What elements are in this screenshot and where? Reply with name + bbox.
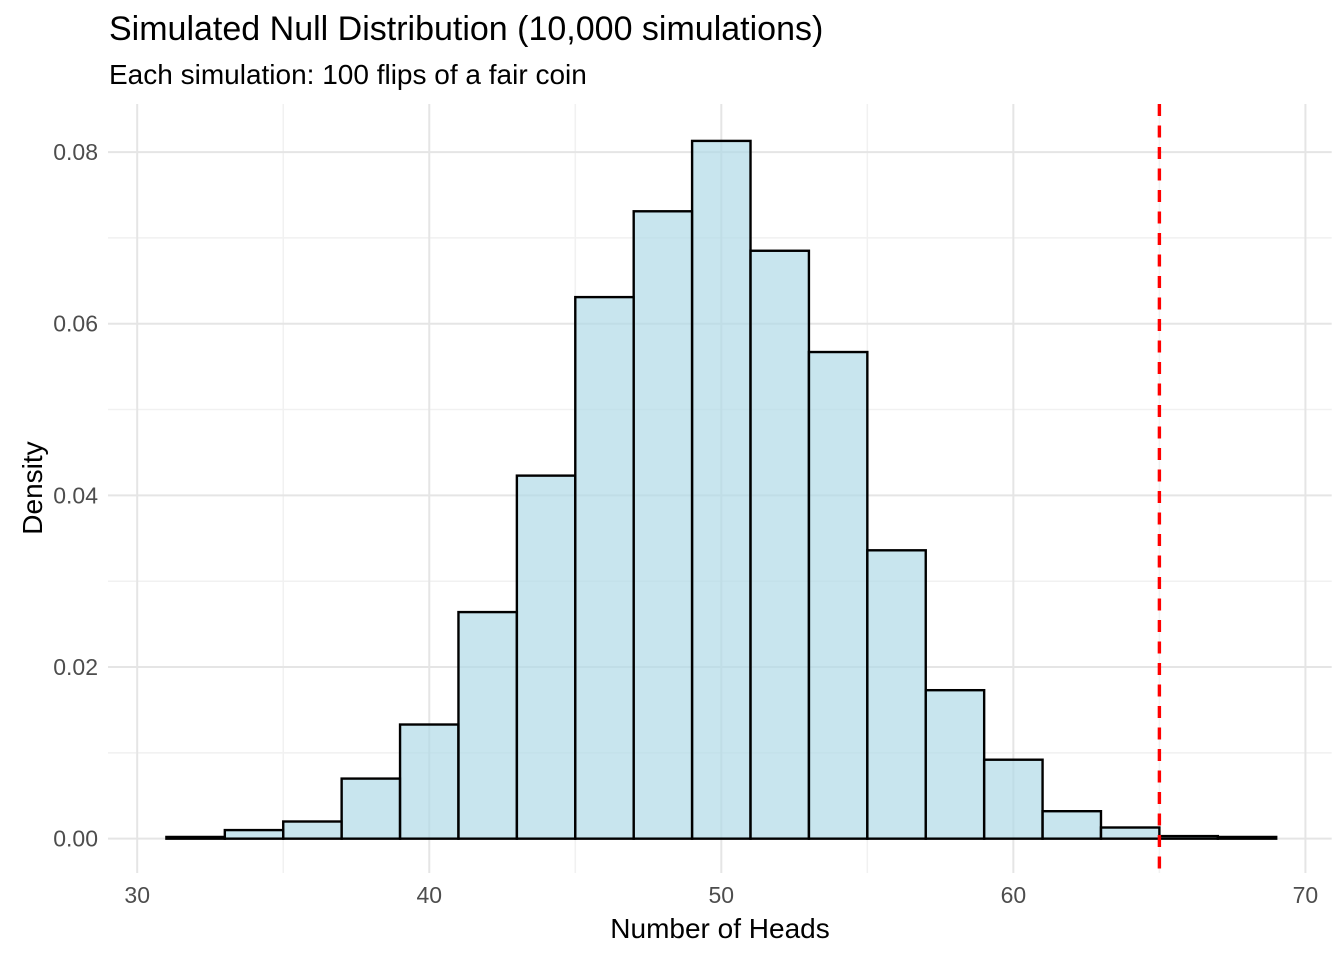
histogram-bar: [1216, 835, 1278, 840]
x-tick-label: 60: [1001, 882, 1027, 908]
histogram-bar: [1041, 810, 1103, 840]
histogram-bar: [807, 350, 869, 840]
histogram-bar: [632, 210, 694, 840]
x-axis-title: Number of Heads: [610, 913, 829, 944]
histogram-bar: [982, 758, 1044, 840]
plot-title: Simulated Null Distribution (10,000 simu…: [109, 10, 823, 48]
histogram-bar: [165, 835, 227, 840]
histogram-bar: [749, 249, 811, 840]
y-tick-label: 0.00: [53, 826, 98, 852]
histogram-bar: [340, 777, 402, 840]
plot-subtitle: Each simulation: 100 flips of a fair coi…: [109, 59, 587, 90]
histogram-bar: [223, 828, 285, 840]
x-tick-label: 40: [416, 882, 442, 908]
y-tick-label: 0.02: [53, 654, 98, 680]
histogram-bar: [282, 820, 343, 840]
histogram-bar: [398, 723, 460, 840]
y-tick-label: 0.06: [53, 311, 98, 337]
histogram-bar: [574, 295, 635, 840]
histogram-bar: [866, 549, 927, 840]
y-axis-tick-labels: 0.00 0.02 0.04 0.06 0.08: [53, 139, 98, 852]
y-tick-label: 0.04: [53, 482, 98, 508]
histogram-bar: [1099, 826, 1161, 840]
histogram-bar: [515, 474, 577, 840]
x-axis-tick-labels: 30 40 50 60 70: [124, 882, 1318, 908]
y-axis-title: Density: [17, 441, 48, 534]
histogram-bar: [1158, 834, 1219, 840]
histogram-bar: [924, 688, 986, 840]
x-tick-label: 30: [124, 882, 150, 908]
x-tick-label: 70: [1293, 882, 1319, 908]
histogram-bars: [165, 139, 1278, 840]
x-tick-label: 50: [709, 882, 735, 908]
y-tick-label: 0.08: [53, 139, 98, 165]
histogram-bar: [690, 139, 752, 840]
histogram-bar: [457, 610, 519, 840]
